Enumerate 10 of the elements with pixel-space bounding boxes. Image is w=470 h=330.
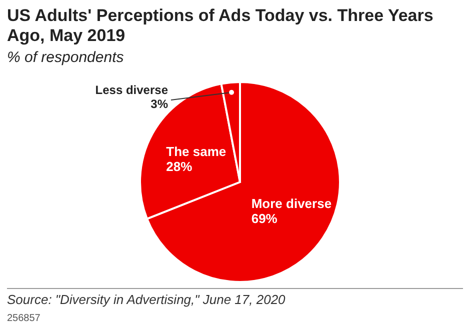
slice-label: The same bbox=[166, 144, 226, 159]
slice-label: Less diverse bbox=[95, 83, 168, 97]
source-note: Source: "Diversity in Advertising," June 17, 2020 bbox=[7, 292, 286, 307]
chart-subtitle: % of respondents bbox=[7, 49, 124, 66]
chart-title: US Adults' Perceptions of Ads Today vs. Three Years Ago, May 2019 bbox=[7, 6, 434, 46]
data-label: 69% bbox=[251, 211, 278, 226]
text: 256857 bbox=[7, 313, 40, 324]
data-label: 3% bbox=[150, 97, 168, 111]
data-label: 28% bbox=[166, 158, 193, 174]
slice-label: More diverse bbox=[251, 196, 332, 212]
